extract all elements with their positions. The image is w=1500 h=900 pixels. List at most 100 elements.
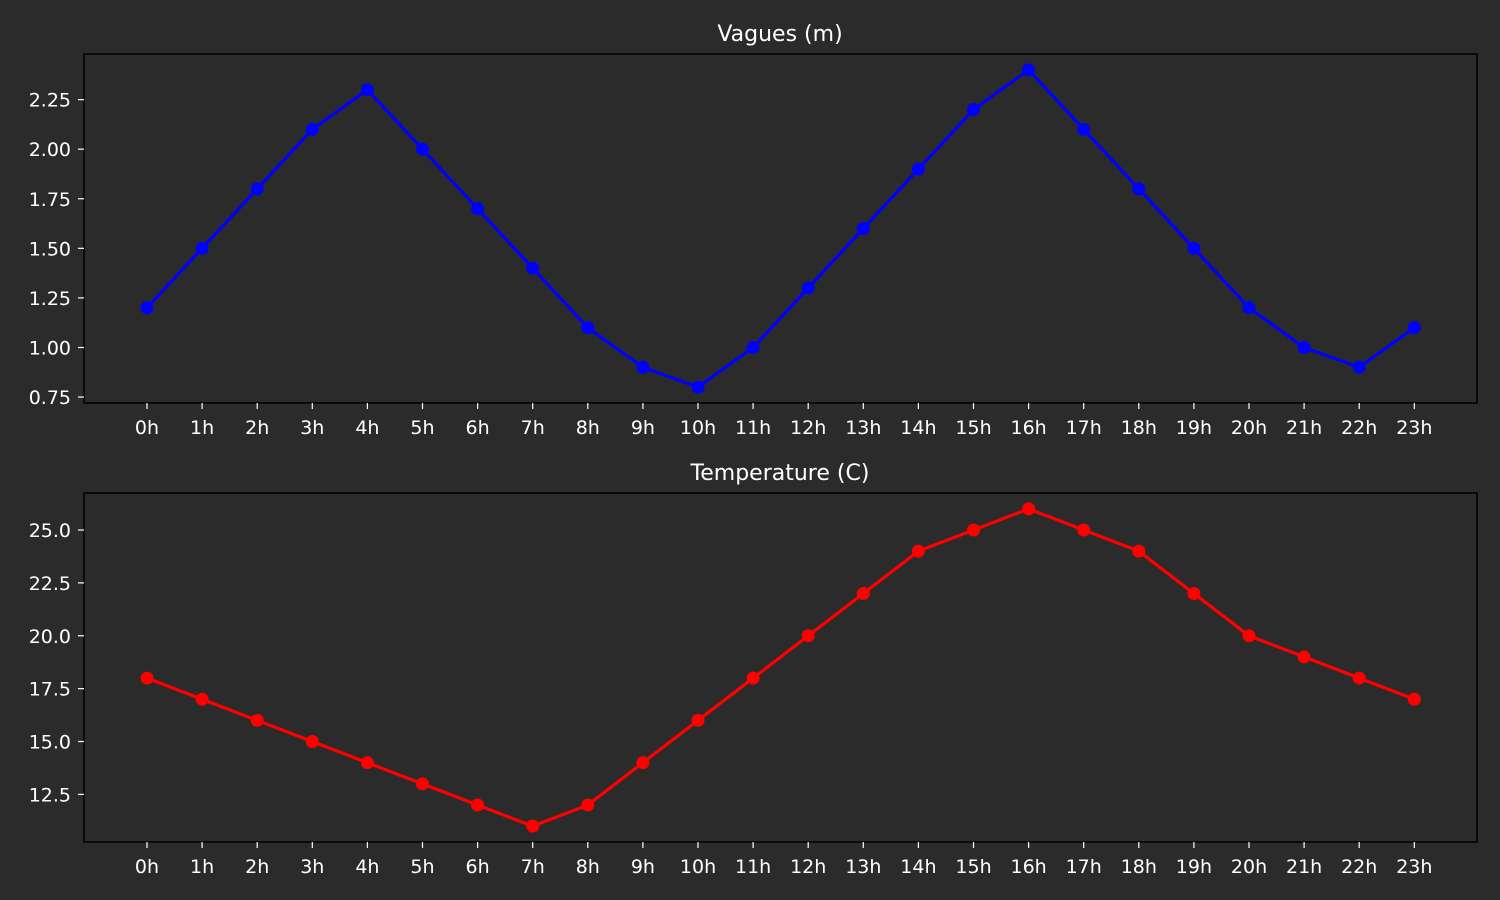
waves-plot-frame xyxy=(83,53,1478,404)
temperature-data-point xyxy=(195,692,209,706)
temperature-data-point xyxy=(1242,629,1256,643)
waves-data-point xyxy=(360,83,374,97)
waves-y-tick-label: 1.75 xyxy=(29,189,71,211)
temperature-data-point xyxy=(911,544,925,558)
waves-data-point xyxy=(581,321,595,335)
temperature-y-tick-label: 22.5 xyxy=(29,573,71,595)
temperature-x-tick-label: 16h xyxy=(1010,856,1046,878)
waves-data-point xyxy=(636,360,650,374)
temperature-data-point xyxy=(360,756,374,770)
temperature-data-point xyxy=(691,713,705,727)
temperature-data-point xyxy=(471,798,485,812)
waves-data-point xyxy=(856,222,870,235)
temperature-data-point xyxy=(416,777,429,791)
waves-x-tick-label: 2h xyxy=(245,417,269,439)
waves-x-tick-label: 14h xyxy=(900,417,936,439)
waves-data-point xyxy=(1242,301,1256,315)
waves-chart-title: Vagues (m) xyxy=(717,22,842,47)
temperature-data-point xyxy=(801,629,815,643)
temperature-x-tick-label: 8h xyxy=(576,856,600,878)
temperature-x-tick-label: 13h xyxy=(845,856,881,878)
waves-x-tick-label: 9h xyxy=(631,417,655,439)
temperature-x-tick-label: 6h xyxy=(466,856,490,878)
temperature-y-tick-label: 12.5 xyxy=(29,784,71,806)
waves-data-point xyxy=(416,142,429,156)
temperature-data-point xyxy=(636,756,650,770)
temperature-data-point xyxy=(305,735,319,749)
temperature-x-tick-label: 20h xyxy=(1231,856,1267,878)
temperature-data-point xyxy=(1352,671,1366,685)
waves-x-tick-label: 20h xyxy=(1231,417,1267,439)
temperature-x-tick-label: 23h xyxy=(1396,856,1432,878)
waves-x-tick-label: 17h xyxy=(1066,417,1102,439)
temperature-x-tick-label: 15h xyxy=(955,856,991,878)
waves-data-point xyxy=(1132,182,1146,196)
waves-x-tick-label: 3h xyxy=(300,417,324,439)
temperature-x-tick-label: 5h xyxy=(410,856,434,878)
temperature-data-point xyxy=(1022,502,1036,516)
waves-data-point xyxy=(1352,360,1366,374)
waves-data-point xyxy=(471,202,485,216)
temperature-x-tick-label: 4h xyxy=(355,856,379,878)
temperature-y-tick-label: 25.0 xyxy=(29,520,71,542)
waves-x-tick-label: 18h xyxy=(1121,417,1157,439)
temperature-x-tick-label: 19h xyxy=(1176,856,1212,878)
temperature-x-tick-label: 1h xyxy=(190,856,214,878)
waves-chart: Vagues (m) 0h 1h 2h 3h 4h 5h 6h 7h 8h 9h 10h 11h 12h… xyxy=(29,22,1478,439)
waves-x-tick-label: 13h xyxy=(845,417,881,439)
waves-x-tick-label: 11h xyxy=(735,417,771,439)
temperature-plot-frame xyxy=(83,492,1478,843)
temperature-data-point xyxy=(140,671,154,685)
waves-x-tick-label: 23h xyxy=(1396,417,1432,439)
waves-y-tick-label: 1.00 xyxy=(29,337,71,359)
temperature-x-tick-label: 9h xyxy=(631,856,655,878)
waves-data-point xyxy=(250,182,264,196)
waves-x-tick-label: 8h xyxy=(576,417,600,439)
temperature-series-line xyxy=(145,507,1416,828)
temperature-x-tick-label: 17h xyxy=(1066,856,1102,878)
waves-data-point xyxy=(911,162,925,176)
temperature-data-point xyxy=(1187,586,1201,600)
waves-x-tick-label: 10h xyxy=(680,417,716,439)
temperature-data-point xyxy=(1407,692,1421,706)
temperature-data-point xyxy=(856,586,870,600)
temperature-data-point xyxy=(581,798,595,812)
temperature-x-tick-label: 3h xyxy=(300,856,324,878)
temperature-data-point xyxy=(1077,523,1091,537)
waves-y-tick-label: 0.75 xyxy=(29,387,71,409)
temperature-x-tick-label: 10h xyxy=(680,856,716,878)
temperature-x-tick-label: 12h xyxy=(790,856,826,878)
waves-x-tick-label: 4h xyxy=(355,417,379,439)
temperature-data-point xyxy=(250,713,264,727)
temperature-data-point xyxy=(526,819,540,833)
temperature-x-tick-label: 22h xyxy=(1341,856,1377,878)
waves-data-point xyxy=(195,241,209,255)
waves-x-tick-label: 21h xyxy=(1286,417,1322,439)
waves-x-tick-label: 16h xyxy=(1010,417,1046,439)
waves-data-point xyxy=(1407,321,1421,335)
waves-data-point xyxy=(801,281,815,295)
waves-y-tick-label: 2.25 xyxy=(29,90,71,112)
waves-x-tick-label: 15h xyxy=(955,417,991,439)
waves-x-tick-label: 6h xyxy=(466,417,490,439)
waves-x-tick-label: 12h xyxy=(790,417,826,439)
waves-data-point xyxy=(140,301,154,315)
waves-data-point xyxy=(1297,340,1311,354)
waves-x-tick-label: 5h xyxy=(410,417,434,439)
waves-data-point xyxy=(1077,122,1091,136)
waves-y-tick-label: 1.25 xyxy=(29,288,71,310)
waves-x-tick-label: 19h xyxy=(1176,417,1212,439)
waves-x-tick-label: 1h xyxy=(190,417,214,439)
temperature-chart-title: Temperature (C) xyxy=(690,461,870,486)
temperature-data-point xyxy=(1297,650,1311,664)
waves-x-tick-label: 22h xyxy=(1341,417,1377,439)
temperature-x-tick-label: 14h xyxy=(900,856,936,878)
waves-data-point xyxy=(746,340,760,354)
waves-series-line xyxy=(145,68,1416,389)
temperature-x-tick-label: 21h xyxy=(1286,856,1322,878)
temperature-y-tick-label: 20.0 xyxy=(29,626,71,648)
waves-data-point xyxy=(1022,63,1036,77)
waves-data-point xyxy=(967,103,980,117)
waves-y-tick-label: 2.00 xyxy=(29,139,71,161)
